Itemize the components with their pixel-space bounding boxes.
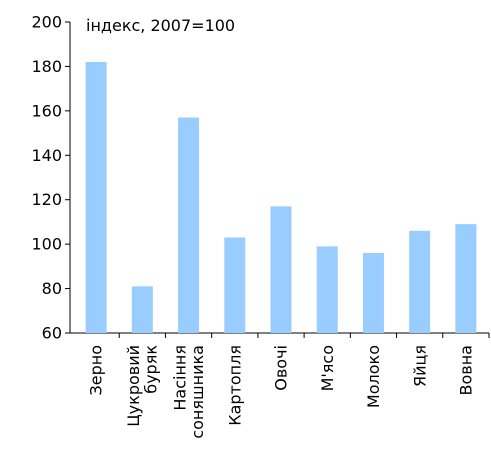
x-tick-label: Вовна [456, 345, 475, 395]
y-tick-label: 160 [31, 101, 62, 120]
x-tick-label: Яйця [410, 345, 429, 387]
y-tick-label: 180 [31, 57, 62, 76]
bar [455, 224, 477, 333]
x-tick-label: Цукровийбуряк [124, 345, 161, 427]
bar [178, 117, 200, 334]
bar [131, 286, 153, 333]
y-tick-label: 80 [42, 279, 62, 298]
annotation: індекс, 2007=100 [86, 16, 235, 35]
x-tick-label: Овочі [272, 345, 291, 391]
x-tick-label: Молоко [364, 345, 383, 408]
bar [316, 246, 338, 333]
bar [224, 237, 246, 333]
bar [409, 230, 431, 333]
bar [85, 61, 107, 333]
y-tick-label: 140 [31, 146, 62, 165]
y-tick-label: 60 [42, 324, 62, 343]
x-tick-label: Насіннясоняшника [170, 345, 207, 439]
bar [270, 206, 292, 333]
y-tick-label: 120 [31, 190, 62, 209]
x-tick-label: Зерно [87, 345, 106, 396]
y-tick-label: 200 [31, 13, 62, 32]
x-tick-label: М'ясо [318, 345, 337, 391]
x-tick-label: Картопля [225, 345, 244, 426]
y-tick-label: 100 [31, 235, 62, 254]
bar [362, 253, 384, 333]
